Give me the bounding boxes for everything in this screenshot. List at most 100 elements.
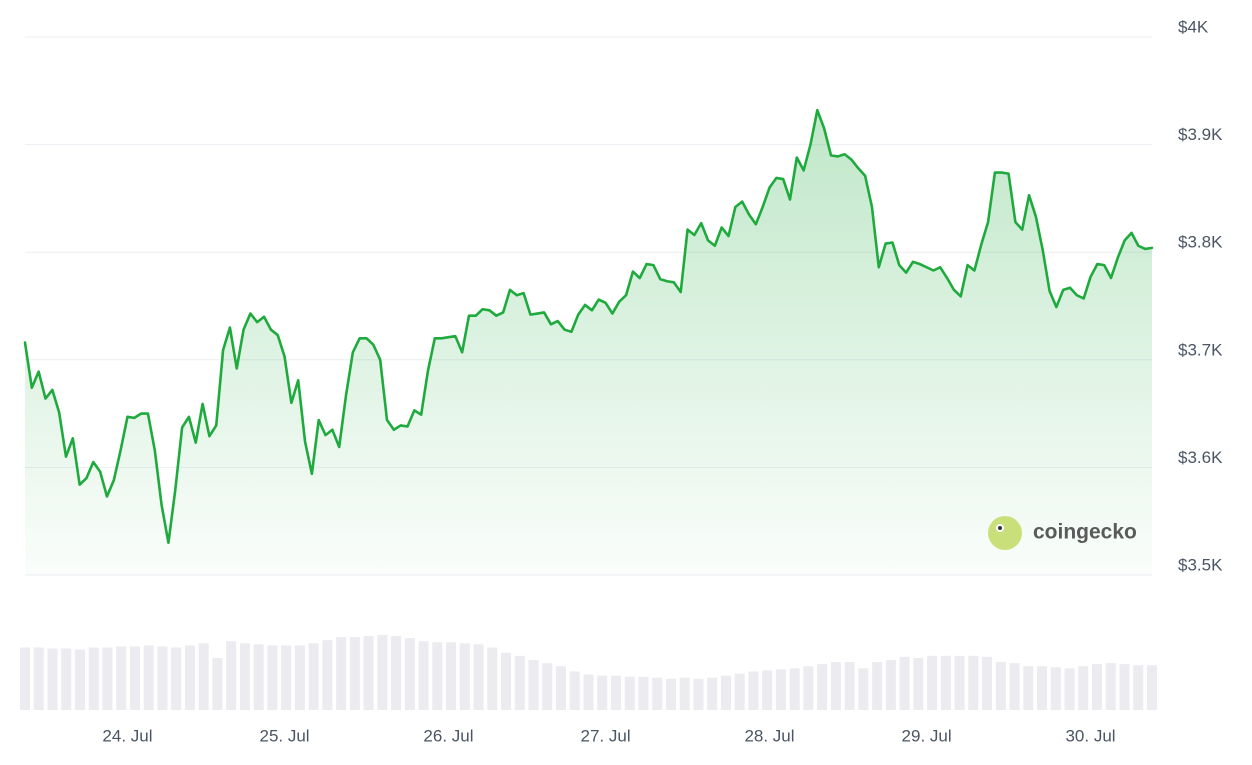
x-tick-label: 25. Jul	[260, 726, 310, 745]
volume-bar	[171, 647, 182, 710]
volume-bar	[624, 676, 635, 710]
volume-bar	[583, 674, 594, 710]
volume-bar	[817, 664, 828, 710]
volume-bar	[762, 670, 773, 710]
volume-bar	[349, 637, 360, 710]
volume-bar	[88, 647, 99, 710]
volume-bar	[1050, 667, 1061, 710]
volume-bar	[294, 645, 305, 710]
volume-bar	[446, 642, 457, 710]
volume-bar	[610, 675, 621, 710]
volume-bar	[281, 645, 292, 710]
volume-bar	[1133, 665, 1144, 710]
volume-bar	[830, 662, 841, 710]
x-tick-label: 27. Jul	[581, 726, 631, 745]
volume-bar	[899, 656, 910, 710]
volume-bar	[61, 648, 72, 710]
volume-bar	[432, 642, 443, 710]
volume-bar	[1147, 665, 1157, 710]
volume-bar	[20, 647, 30, 710]
x-tick-label: 28. Jul	[744, 726, 794, 745]
volume-bar	[501, 652, 512, 710]
volume-bar	[1023, 666, 1034, 710]
watermark-text: coingecko	[1033, 521, 1137, 544]
volume-bar	[212, 657, 223, 710]
x-tick-label: 24. Jul	[102, 726, 152, 745]
volume-bar	[720, 675, 731, 710]
price-line	[23, 108, 1154, 545]
volume-bar	[487, 647, 498, 710]
volume-bar	[184, 645, 195, 710]
volume-bar	[789, 668, 800, 710]
volume-bar	[377, 635, 388, 710]
volume-bar	[391, 636, 402, 710]
watermark: coingecko	[988, 516, 1137, 550]
volume-bar	[597, 675, 608, 710]
volume-bar	[198, 643, 209, 710]
volume-bar	[569, 671, 580, 710]
volume-bar	[253, 644, 264, 710]
volume-bar	[1119, 664, 1130, 710]
x-tick-label: 26. Jul	[423, 726, 473, 745]
volume-bar	[542, 663, 553, 710]
volume-bar	[968, 655, 979, 710]
volume-bar	[940, 655, 951, 710]
volume-bar	[459, 643, 470, 710]
volume-bar	[665, 678, 676, 710]
volume-bar	[116, 646, 127, 710]
volume-bar	[528, 660, 539, 710]
y-tick-label: $3.6K	[1178, 448, 1223, 467]
volume-bar	[157, 646, 168, 710]
volume-bar	[707, 677, 718, 710]
volume-bar	[239, 643, 250, 710]
volume-bar	[514, 655, 525, 710]
volume-bar	[858, 668, 869, 710]
volume-bar	[1092, 664, 1103, 710]
volume-bar	[308, 643, 319, 710]
volume-bar	[226, 641, 237, 710]
volume-bar	[129, 646, 140, 710]
volume-bar	[1064, 668, 1075, 710]
y-tick-label: $3.8K	[1178, 233, 1223, 252]
volume-bar	[143, 645, 154, 710]
volume-bar	[336, 637, 347, 710]
volume-bar	[102, 647, 113, 710]
volume-bar	[363, 636, 374, 710]
volume-bar	[995, 662, 1006, 710]
volume-bar	[638, 676, 649, 710]
volume-bar	[679, 677, 690, 710]
volume-bar	[267, 645, 278, 710]
y-tick-label: $3.7K	[1178, 340, 1223, 359]
volume-bar	[47, 648, 58, 710]
area	[25, 110, 1152, 576]
y-tick-label: $3.5K	[1178, 555, 1223, 574]
y-tick-label: $3.9K	[1178, 125, 1223, 144]
x-tick-label: 29. Jul	[902, 726, 952, 745]
volume-bar	[1078, 666, 1089, 710]
volume-bar	[734, 673, 745, 710]
volume-bar	[927, 655, 938, 710]
logo-pupil	[998, 526, 1002, 530]
volume-bar	[556, 666, 567, 710]
volume-bar	[404, 638, 415, 710]
volume-bar	[982, 656, 993, 710]
x-tick-label: 30. Jul	[1065, 726, 1115, 745]
volume-bar	[1105, 663, 1116, 710]
y-tick-label: $4K	[1178, 17, 1209, 36]
volume-bar	[693, 678, 704, 710]
volume-bar	[913, 657, 924, 710]
volume-bar	[473, 644, 484, 710]
volume-bar	[872, 662, 883, 710]
volume-bar	[652, 677, 663, 710]
volume-bar	[33, 647, 44, 710]
volume-bar	[418, 641, 429, 710]
volume-bar	[954, 655, 965, 710]
volume-bar	[1037, 666, 1048, 710]
volume-bar	[1009, 663, 1020, 710]
volume-bar	[885, 660, 896, 710]
volume-bar	[322, 640, 333, 710]
volume-bar	[748, 671, 759, 710]
volume-bar	[74, 649, 85, 710]
volume-bar	[775, 669, 786, 710]
